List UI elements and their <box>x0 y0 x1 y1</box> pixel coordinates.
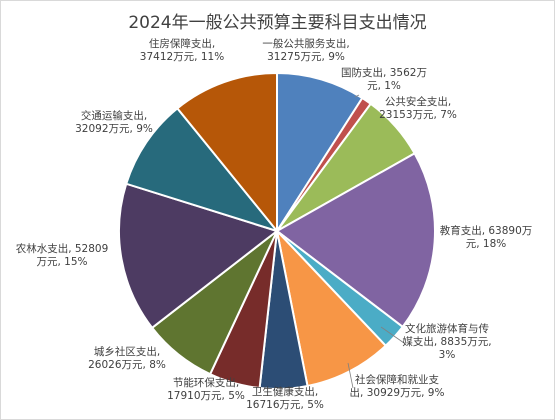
pie-slice <box>276 71 364 235</box>
data-label: 一般公共服务支出, 31275万元, 9% <box>262 37 349 63</box>
data-label: 节能环保支出, 17910万元, 5% <box>167 376 245 402</box>
data-label: 卫生健康支出, 16716万元, 5% <box>246 385 324 411</box>
data-label: 城乡社区支出, 26026万元, 8% <box>88 345 166 371</box>
leader-line <box>354 94 360 98</box>
leader-line <box>347 362 354 389</box>
pie-slice <box>275 152 436 329</box>
pie-slice <box>118 182 280 330</box>
data-label: 教育支出, 63890万元, 18% <box>440 224 533 250</box>
chart-title: 2024年一般公共预算主要科目支出情况 <box>128 13 427 33</box>
pie-slice <box>124 106 280 233</box>
data-label: 交通运输支出, 32092万元, 9% <box>75 109 153 135</box>
data-label: 公共安全支出, 23153万元, 7% <box>379 95 457 121</box>
data-label: 国防支出, 3562万元, 1% <box>341 66 427 92</box>
leader-line <box>380 326 405 344</box>
data-label: 住房保障支出, 37412万元, 11% <box>140 37 224 63</box>
pie-slice <box>175 71 278 234</box>
data-label: 农林水支出, 52809 万元, 15% <box>16 242 109 268</box>
data-label: 文化旅游体育与传媒支出, 8835万元, 3% <box>402 322 491 361</box>
data-label: 社会保障和就业支出, 30929万元, 9% <box>350 373 445 399</box>
